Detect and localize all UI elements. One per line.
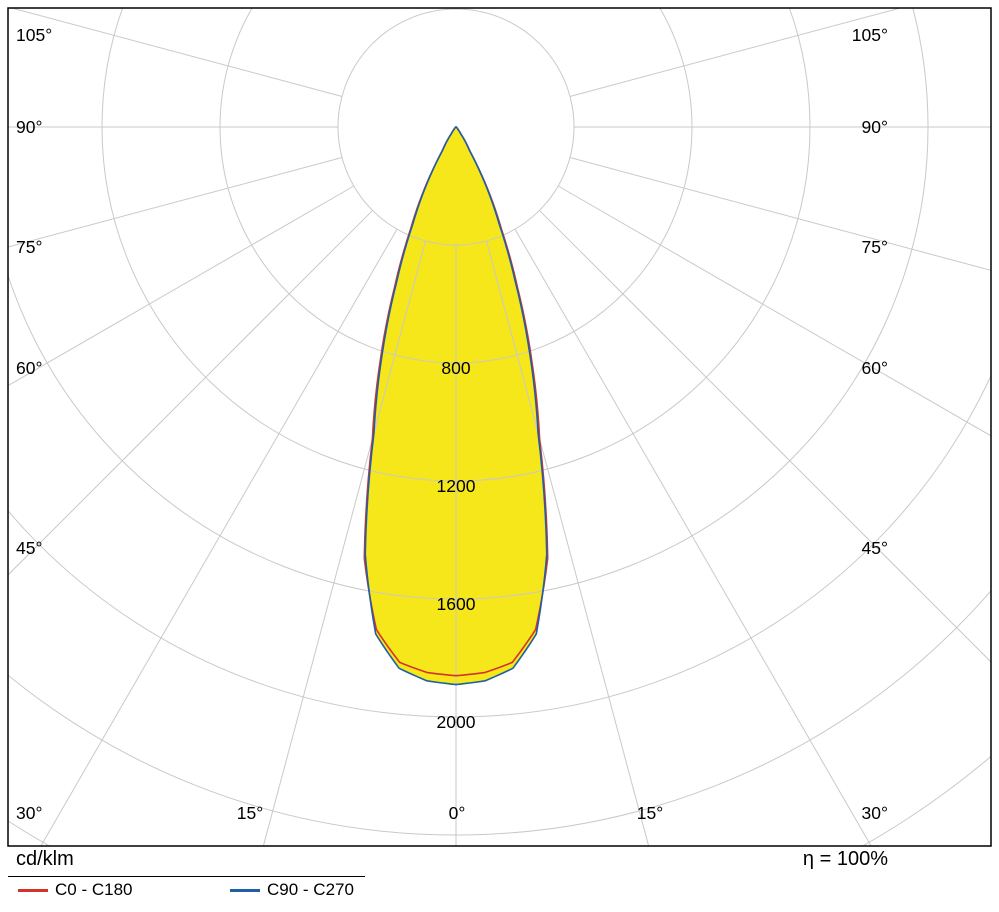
grid-radial--60 (8, 185, 355, 387)
grid-radial-45 (539, 210, 991, 663)
angle-label-right-105: 105° (851, 25, 888, 45)
legend-label-c0: C0 - C180 (55, 880, 133, 899)
grid-radial--45 (8, 210, 373, 576)
grid-radial--75 (8, 157, 343, 248)
curve-c90-c270 (364, 126, 548, 686)
angle-label-left-90: 90° (16, 117, 43, 137)
ring-label-800: 800 (441, 358, 471, 378)
angle-label-left-60: 60° (16, 358, 43, 378)
legend-label-c90: C90 - C270 (267, 880, 354, 899)
angle-label-bottom-15-right: 15° (636, 803, 664, 823)
unit-label: cd/klm (16, 848, 74, 870)
angle-label-bottom-15-left: 15° (236, 803, 264, 823)
angle-label-right-60: 60° (861, 358, 888, 378)
angle-label-right-45: 45° (861, 538, 888, 558)
legend-divider (8, 876, 365, 877)
angle-label-bottom-30-left: 30° (16, 803, 43, 823)
grid-radial-60 (557, 185, 991, 437)
angle-label-bottom-30-right: 30° (861, 803, 888, 823)
grid-radial-105 (569, 8, 903, 97)
angle-label-left-75: 75° (16, 237, 43, 257)
angle-label-right-75: 75° (861, 237, 888, 257)
angle-label-bottom-0: 0° (448, 803, 466, 823)
grid-radial--30 (40, 228, 398, 846)
grid-radial-30 (514, 228, 872, 846)
legend-swatch-c90-line (230, 889, 260, 892)
angle-label-left-45: 45° (16, 538, 43, 558)
angle-label-right-90: 90° (861, 117, 888, 137)
efficiency-label: η = 100% (802, 848, 888, 870)
angle-label-left-105: 105° (16, 25, 53, 45)
ring-label-1600: 1600 (436, 594, 476, 614)
ring-label-1200: 1200 (436, 476, 476, 496)
legend-swatch-c0-line (18, 889, 48, 892)
chart-border (7, 7, 992, 847)
ring-label-2000: 2000 (436, 712, 476, 732)
grid-radial--105 (9, 8, 343, 97)
grid-radial-75 (569, 157, 991, 271)
